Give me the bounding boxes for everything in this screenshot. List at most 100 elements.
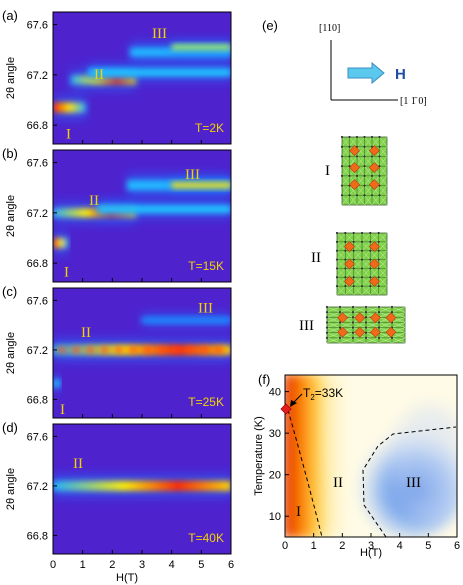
field-label: H: [395, 66, 406, 83]
x-tick-label: 5: [198, 559, 204, 571]
boundary-I-II: [287, 409, 323, 538]
panel-tag: (b): [2, 146, 18, 161]
intensity-spot: [98, 346, 111, 354]
phase-label-II: II: [333, 475, 343, 491]
intensity-spot: [212, 346, 225, 354]
y-tick-label: 67.2: [27, 208, 48, 220]
heatmap-panel-4: 67.6 67.2 66.8 2θ angle (d) T=40K II: [2, 420, 232, 555]
intensity-band: [53, 379, 61, 388]
x-tick-label: 3: [139, 559, 145, 571]
phase-label: II: [94, 67, 104, 83]
structure-label-2: II: [311, 250, 321, 266]
x-tick-label: 6: [228, 559, 234, 571]
y-tick-label: 67.6: [27, 295, 48, 307]
phase-label: III: [152, 26, 167, 42]
intensity-spot: [55, 346, 68, 354]
intensity-spot: [112, 346, 125, 354]
y-tick-label: 67.6: [27, 20, 48, 32]
intensity-spot: [198, 346, 211, 354]
f-y-tick-label: 30: [269, 428, 281, 440]
boundary-II-III: [362, 426, 457, 538]
phase-label-I: I: [296, 504, 301, 520]
phase-label: I: [60, 402, 65, 418]
intensity-spot: [141, 346, 154, 354]
t2-arrow-head-icon: [290, 400, 297, 407]
f-x-tick-label: 3: [368, 540, 374, 552]
y-tick-label: 66.8: [27, 120, 48, 132]
axis-right-label: [1 1̄ 0]: [400, 96, 427, 107]
y-axis-label: 2θ angle: [5, 57, 17, 99]
x-tick-label: 0: [50, 559, 56, 571]
intensity-band: [53, 480, 231, 491]
y-tick-label: 66.8: [27, 258, 48, 270]
phase-label: II: [73, 456, 83, 472]
panel-e: (e) [110] [1 1̄ 0] H I II III: [262, 18, 427, 344]
temperature-label: T=15K: [188, 259, 224, 273]
intensity-band: [171, 44, 231, 51]
temperature-label: T=2K: [195, 121, 224, 135]
intensity-spot: [184, 346, 197, 354]
f-xlabel: H(T): [360, 547, 382, 559]
structure-label-3: III: [299, 318, 314, 334]
y-tick-label: 67.6: [27, 158, 48, 170]
crystal-structure-2: [335, 231, 388, 296]
intensity-spot: [127, 346, 140, 354]
f-y-tick-label: 20: [269, 470, 281, 482]
heatmap-panels: 67.667.266.82θ angle(a)T=2KIIIIII67.667.…: [2, 8, 234, 584]
intensity-band: [53, 208, 137, 218]
f-x-tick-label: 5: [425, 540, 431, 552]
intensity-band: [53, 102, 86, 113]
intensity-band: [88, 68, 231, 77]
phase-label-III: III: [406, 475, 421, 491]
y-axis-label: 2θ angle: [5, 468, 17, 510]
structure-label-1: I: [325, 163, 330, 179]
x-tick-label: 2: [109, 559, 115, 571]
y-tick-label: 66.8: [27, 394, 48, 406]
crystal-structure-1: [340, 135, 388, 206]
panel-f-tag: (f): [258, 372, 270, 387]
phase-label: III: [185, 167, 200, 183]
t2-annotation: T2=33K: [303, 386, 343, 402]
intensity-band: [97, 205, 231, 214]
field-arrow-icon: [347, 61, 385, 85]
x-tick-label: 4: [169, 559, 175, 571]
intensity-band: [53, 238, 68, 249]
f-x-tick-label: 0: [282, 540, 288, 552]
y-tick-label: 67.2: [27, 70, 48, 82]
y-tick-label: 67.6: [27, 431, 48, 443]
f-x-tick-label: 1: [311, 540, 317, 552]
intensity-spot: [169, 346, 182, 354]
phase-diagram: [285, 375, 457, 537]
axis-up-label: [110]: [319, 23, 340, 34]
f-y-tick-label: 10: [269, 511, 281, 523]
panel-tag: (c): [2, 284, 17, 299]
phase-diagram-axes: 40 30 20 10 0 1 2 3 4 5 6: [269, 387, 460, 552]
x-axis-label: H(T): [116, 572, 138, 584]
y-tick-label: 66.8: [27, 530, 48, 542]
y-tick-label: 67.2: [27, 345, 48, 357]
f-y-tick-label: 40: [269, 387, 281, 399]
f-x-tick-label: 6: [454, 540, 460, 552]
phase-label: III: [198, 301, 213, 317]
panel-tag: (d): [2, 420, 18, 435]
crystal-structure-3: [325, 305, 406, 344]
phase-label: I: [66, 126, 71, 142]
temperature-label: T=40K: [188, 531, 224, 545]
x-tick-label: 1: [80, 559, 86, 571]
phase-label: II: [81, 325, 91, 341]
phase-label: II: [89, 193, 99, 209]
f-ylabel: Temperature (K): [253, 416, 265, 495]
intensity-spot: [84, 346, 97, 354]
t2-point-marker: [280, 403, 292, 415]
y-axis-label: 2θ angle: [5, 332, 17, 374]
intensity-spot: [70, 346, 83, 354]
intensity-band: [142, 317, 231, 324]
f-x-tick-label: 4: [397, 540, 403, 552]
panel-f: (f) T2=33K I II III 40 30 20 10 0 1 2 3 4 5 6 Temp…: [253, 372, 460, 559]
panel-e-tag: (e): [262, 18, 278, 33]
intensity-band: [171, 182, 231, 189]
